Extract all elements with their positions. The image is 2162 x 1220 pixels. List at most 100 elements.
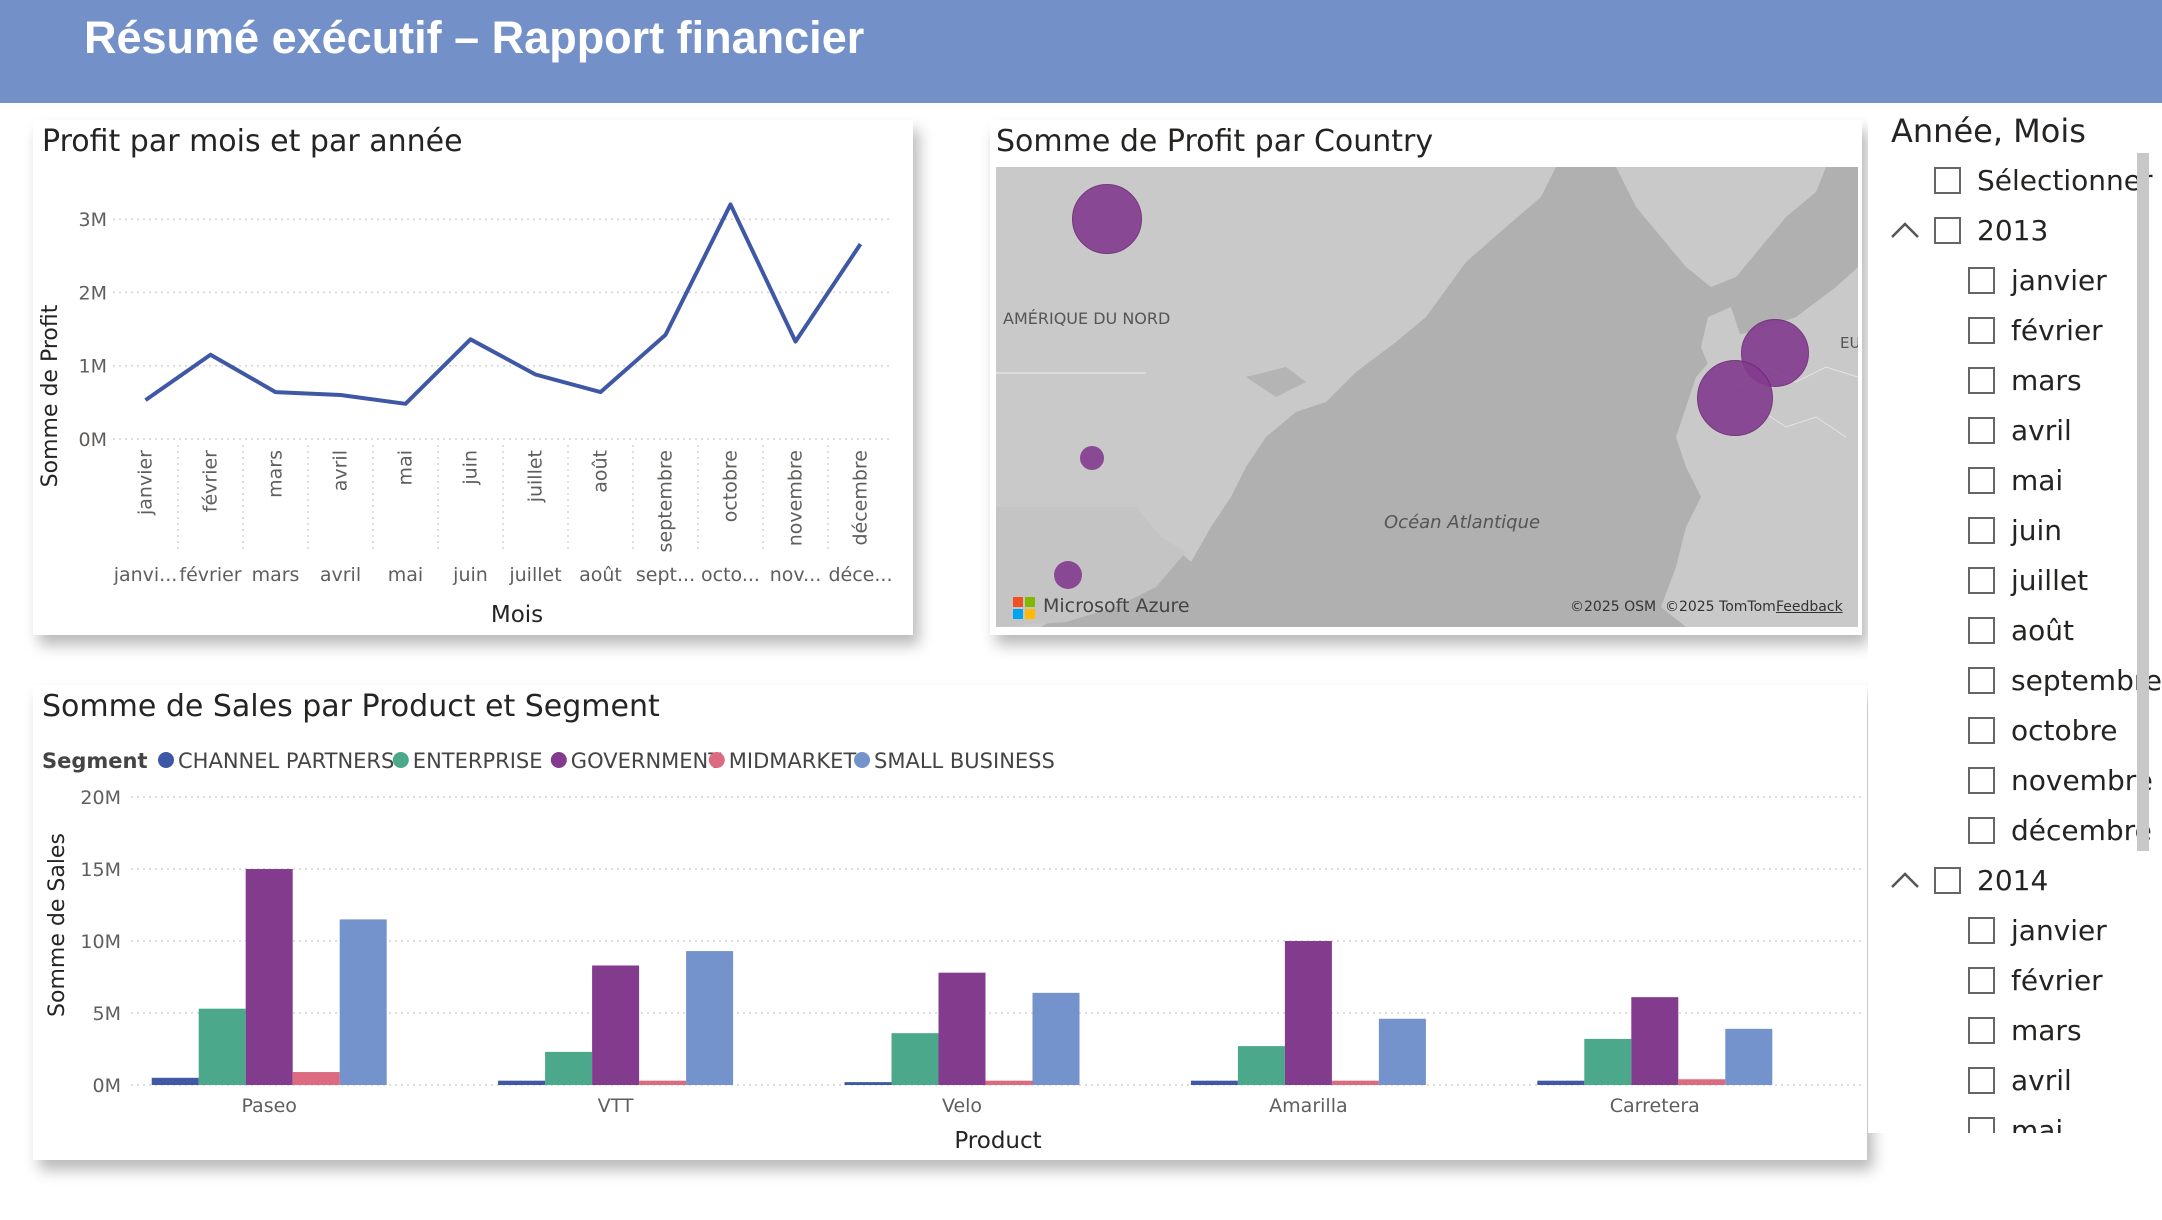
bar-y-tick: 10M [80, 931, 121, 953]
checkbox[interactable] [1968, 716, 1995, 744]
bar[interactable] [1190, 1080, 1238, 1085]
slicer-month[interactable]: février [1968, 955, 2103, 1005]
bar-y-tick: 0M [93, 1075, 121, 1097]
slicer-month[interactable]: mars [1968, 1005, 2082, 1055]
checkbox[interactable] [1968, 266, 1995, 294]
checkbox[interactable] [1968, 1116, 1995, 1133]
country-bubble-usa[interactable] [1080, 446, 1104, 470]
bar[interactable] [498, 1080, 546, 1085]
chevron-up-icon[interactable] [1890, 870, 1920, 890]
slicer-month[interactable]: janvier [1968, 905, 2107, 955]
slicer-year-2014[interactable]: 2014 [1934, 855, 2048, 905]
bar-chart-card[interactable]: Somme de Sales par Product et Segment Se… [33, 685, 1867, 1160]
slicer-month[interactable]: mai [1968, 455, 2063, 505]
slicer-item-label: avril [2011, 1063, 2072, 1097]
bar[interactable] [639, 1080, 687, 1085]
checkbox[interactable] [1968, 416, 1995, 444]
slicer-item-label: août [2011, 613, 2075, 647]
slicer-month[interactable]: mai [1968, 1105, 2063, 1133]
bar[interactable] [686, 951, 734, 1085]
checkbox[interactable] [1968, 816, 1995, 844]
legend-marker [392, 752, 409, 768]
bar[interactable] [292, 1072, 340, 1085]
map-card[interactable]: Somme de Profit par Country AMÉRIQUE DU … [990, 120, 1862, 635]
checkbox[interactable] [1968, 916, 1995, 944]
checkbox[interactable] [1968, 616, 1995, 644]
country-bubble-mexico[interactable] [1054, 561, 1082, 589]
checkbox[interactable] [1968, 566, 1995, 594]
checkbox[interactable] [1968, 366, 1995, 394]
checkbox[interactable] [1934, 166, 1961, 194]
checkbox[interactable] [1968, 316, 1995, 344]
slicer-item-label: Sélectionner ... [1977, 163, 2162, 197]
bar[interactable] [545, 1051, 593, 1085]
map-feedback-link[interactable]: Feedback [1776, 599, 1843, 615]
bar[interactable] [1631, 997, 1679, 1085]
line-x-tick-bottom: mars [252, 564, 300, 586]
legend-label[interactable]: GOVERNMENT [571, 749, 721, 773]
slicer-month[interactable]: juillet [1968, 555, 2088, 605]
checkbox[interactable] [1968, 1066, 1995, 1094]
logo-square-green [1025, 597, 1035, 607]
slicer-select-all[interactable]: Sélectionner ... [1934, 155, 2162, 205]
checkbox[interactable] [1968, 666, 1995, 694]
slicer-month[interactable]: juin [1968, 505, 2062, 555]
checkbox[interactable] [1968, 766, 1995, 794]
bar[interactable] [1537, 1080, 1585, 1085]
line-x-tick-bottom: déce... [828, 564, 892, 586]
legend-label[interactable]: SMALL BUSINESS [874, 749, 1055, 773]
bar[interactable] [1378, 1018, 1426, 1085]
slicer-month[interactable]: décembre [1968, 805, 2152, 855]
slicer-month[interactable]: avril [1968, 405, 2072, 455]
line-x-tick-bottom: mai [388, 564, 423, 586]
bar[interactable] [985, 1080, 1033, 1085]
country-bubble-france[interactable] [1697, 360, 1773, 436]
checkbox[interactable] [1968, 1016, 1995, 1044]
legend-label[interactable]: CHANNEL PARTNERS [178, 749, 394, 773]
checkbox[interactable] [1968, 466, 1995, 494]
slicer-month[interactable]: septembre [1968, 655, 2162, 705]
checkbox[interactable] [1968, 516, 1995, 544]
bar[interactable] [1032, 992, 1080, 1085]
slicer-month[interactable]: octobre [1968, 705, 2118, 755]
checkbox[interactable] [1968, 966, 1995, 994]
map-canvas[interactable]: AMÉRIQUE DU NORD Océan Atlantique EU Mic… [996, 167, 1858, 627]
slicer-month[interactable]: avril [1968, 1055, 2072, 1105]
bar[interactable] [844, 1082, 892, 1085]
slicer-month[interactable]: août [1968, 605, 2074, 655]
slicer-month[interactable]: janvier [1968, 255, 2107, 305]
report-title: Résumé exécutif – Rapport financier [84, 12, 865, 63]
bar[interactable] [151, 1077, 199, 1085]
slicer-year-2013[interactable]: 2013 [1934, 205, 2048, 255]
bar[interactable] [938, 972, 986, 1085]
slicer-scrollbar[interactable] [2137, 153, 2149, 851]
line-x-tick-bottom: janvi... [113, 564, 178, 586]
chevron-up-icon[interactable] [1890, 220, 1920, 240]
legend-label[interactable]: MIDMARKET [729, 749, 857, 773]
legend-label[interactable]: ENTERPRISE [413, 749, 543, 773]
checkbox[interactable] [1934, 216, 1961, 244]
bar[interactable] [1725, 1028, 1773, 1085]
profit-line [144, 202, 863, 406]
logo-square-blue [1013, 609, 1023, 619]
slicer-month[interactable]: novembre [1968, 755, 2153, 805]
bar[interactable] [198, 1008, 246, 1085]
bar[interactable] [891, 1033, 939, 1085]
bar[interactable] [1237, 1046, 1285, 1085]
slicer-month[interactable]: février [1968, 305, 2103, 355]
bar[interactable] [592, 965, 640, 1085]
map-brand-label: Microsoft Azure [1043, 595, 1190, 617]
bar[interactable] [1331, 1080, 1379, 1085]
bar[interactable] [1584, 1038, 1632, 1085]
checkbox[interactable] [1934, 866, 1961, 894]
country-bubble-canada[interactable] [1072, 184, 1142, 254]
slicer-month[interactable]: mars [1968, 355, 2082, 405]
bar[interactable] [1284, 941, 1332, 1085]
report-header: Résumé exécutif – Rapport financier [0, 0, 2162, 103]
year-month-slicer[interactable]: Année, Mois Sélectionner ... 2013 janvier f… [1868, 103, 2162, 1133]
bar[interactable] [1678, 1079, 1726, 1085]
bar[interactable] [339, 919, 387, 1085]
bar[interactable] [245, 869, 293, 1085]
line-chart-card[interactable]: Profit par mois et par année 3M 2M 1M 0M ja… [33, 120, 913, 635]
